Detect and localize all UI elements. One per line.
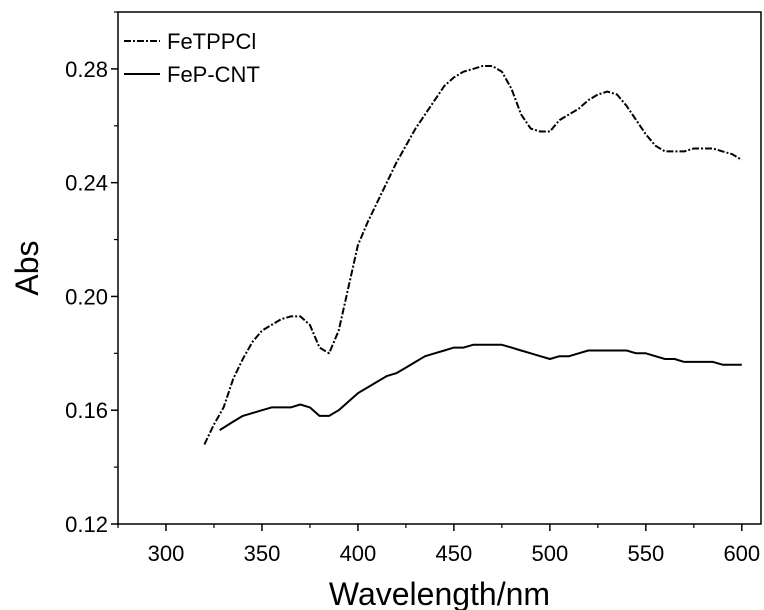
x-tick-label: 350 bbox=[244, 541, 281, 566]
labels-layer: 300 350 400 450 500 550 600 0.12 0.16 0.20 0.24 0.2… bbox=[65, 57, 760, 566]
series-line-1 bbox=[203, 65, 743, 445]
x-tick-label: 400 bbox=[340, 541, 377, 566]
x-tick-label: 300 bbox=[148, 541, 185, 566]
legend-label: FeTPPCl bbox=[167, 29, 256, 54]
x-tick-label: 450 bbox=[436, 541, 473, 566]
series-line-2 bbox=[219, 343, 742, 431]
x-tick-label: 500 bbox=[532, 541, 569, 566]
y-tick-label: 0.20 bbox=[65, 284, 108, 309]
x-tick-label: 550 bbox=[627, 541, 664, 566]
ticks-layer bbox=[111, 11, 743, 531]
legend-label: FeP-CNT bbox=[167, 62, 260, 87]
plot-frame bbox=[117, 11, 762, 525]
x-tick-label: 600 bbox=[723, 541, 760, 566]
y-tick-label: 0.16 bbox=[65, 398, 108, 423]
y-tick-label: 0.24 bbox=[65, 171, 108, 196]
legend: FeTPPCl FeP-CNT bbox=[124, 29, 260, 87]
y-tick-label: 0.12 bbox=[65, 512, 108, 537]
x-axis-label: Wavelength/nm bbox=[329, 576, 550, 610]
y-axis-label: Abs bbox=[9, 240, 45, 295]
series-layer bbox=[203, 65, 743, 445]
y-tick-label: 0.28 bbox=[65, 57, 108, 82]
